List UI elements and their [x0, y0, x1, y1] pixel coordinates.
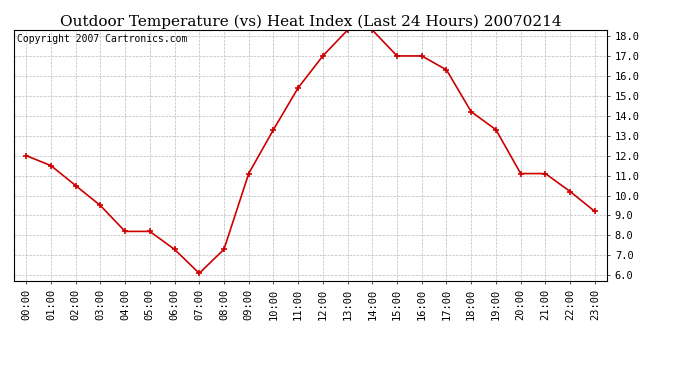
Text: Copyright 2007 Cartronics.com: Copyright 2007 Cartronics.com — [17, 34, 187, 44]
Title: Outdoor Temperature (vs) Heat Index (Last 24 Hours) 20070214: Outdoor Temperature (vs) Heat Index (Las… — [60, 15, 561, 29]
